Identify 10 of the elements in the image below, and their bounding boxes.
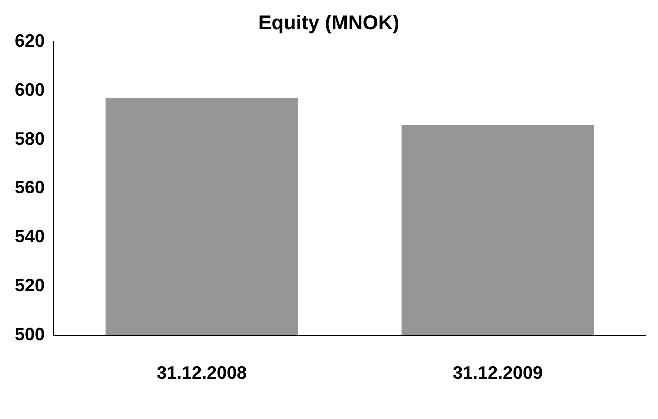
- y-tick-label: 600: [14, 80, 46, 100]
- y-tick-label: 540: [14, 226, 46, 247]
- chart-title: Equity (MNOK): [258, 12, 400, 35]
- y-tick-label: 620: [14, 30, 46, 51]
- y-tick-label: 500: [14, 324, 46, 344]
- x-tick-label: 31.12.2008: [156, 363, 248, 384]
- x-tick-label: 31.12.2009: [452, 363, 544, 384]
- y-tick-label: 520: [14, 275, 46, 296]
- y-tick-label: 560: [14, 178, 46, 198]
- y-tick-label: 580: [14, 128, 46, 149]
